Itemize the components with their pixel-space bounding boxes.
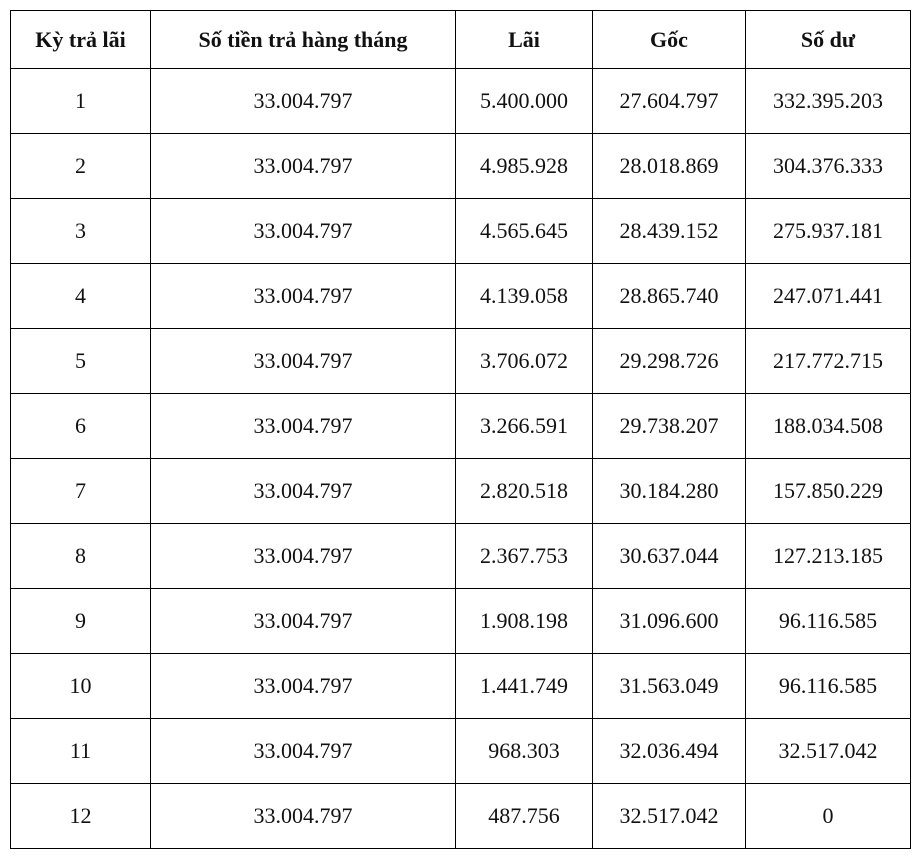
table-cell: 33.004.797 <box>150 458 456 524</box>
table-cell: 3.266.591 <box>455 393 593 459</box>
table-cell: 33.004.797 <box>150 718 456 784</box>
table-cell: 33.004.797 <box>150 328 456 394</box>
table-cell: 6 <box>10 393 151 459</box>
table-cell: 33.004.797 <box>150 68 456 134</box>
table-cell: 32.517.042 <box>745 718 911 784</box>
table-cell: 33.004.797 <box>150 263 456 329</box>
table-cell: 96.116.585 <box>745 588 911 654</box>
table-cell: 247.071.441 <box>745 263 911 329</box>
table-cell: 33.004.797 <box>150 588 456 654</box>
table-cell: 217.772.715 <box>745 328 911 394</box>
table-row: 3 33.004.797 4.565.645 28.439.152 275.937.18… <box>10 198 911 264</box>
table-cell: 1.908.198 <box>455 588 593 654</box>
table-row: 2 33.004.797 4.985.928 28.018.869 304.376.33… <box>10 133 911 199</box>
header-cell: Số tiền trả hàng tháng <box>150 10 456 69</box>
table-cell: 5 <box>10 328 151 394</box>
table-cell: 3 <box>10 198 151 264</box>
table-row: 10 33.004.797 1.441.749 31.563.049 96.116.58… <box>10 653 911 719</box>
table-cell: 487.756 <box>455 783 593 849</box>
table-cell: 28.018.869 <box>592 133 746 199</box>
table-cell: 0 <box>745 783 911 849</box>
table-cell: 33.004.797 <box>150 198 456 264</box>
table-row: 8 33.004.797 2.367.753 30.637.044 127.213.18… <box>10 523 911 589</box>
table-cell: 33.004.797 <box>150 133 456 199</box>
table-cell: 127.213.185 <box>745 523 911 589</box>
table-row: 4 33.004.797 4.139.058 28.865.740 247.071.44… <box>10 263 911 329</box>
table-cell: 29.738.207 <box>592 393 746 459</box>
table-row: 11 33.004.797 968.303 32.036.494 32.517.042 <box>10 718 911 784</box>
table-row: 7 33.004.797 2.820.518 30.184.280 157.850.22… <box>10 458 911 524</box>
table-row: 12 33.004.797 487.756 32.517.042 0 <box>10 783 911 849</box>
table-cell: 968.303 <box>455 718 593 784</box>
table-cell: 1.441.749 <box>455 653 593 719</box>
table-cell: 33.004.797 <box>150 783 456 849</box>
table-cell: 32.517.042 <box>592 783 746 849</box>
table-cell: 304.376.333 <box>745 133 911 199</box>
header-cell: Kỳ trả lãi <box>10 10 151 69</box>
table-cell: 9 <box>10 588 151 654</box>
table-cell: 188.034.508 <box>745 393 911 459</box>
header-row: Kỳ trả lãi Số tiền trả hàng tháng Lãi Gốc Số… <box>10 10 911 69</box>
table-cell: 33.004.797 <box>150 653 456 719</box>
table-cell: 4.139.058 <box>455 263 593 329</box>
table-cell: 10 <box>10 653 151 719</box>
table-row: 9 33.004.797 1.908.198 31.096.600 96.116.585 <box>10 588 911 654</box>
table-cell: 2 <box>10 133 151 199</box>
table-cell: 28.439.152 <box>592 198 746 264</box>
table-cell: 32.036.494 <box>592 718 746 784</box>
table-cell: 28.865.740 <box>592 263 746 329</box>
header-cell: Lãi <box>455 10 593 69</box>
table-cell: 275.937.181 <box>745 198 911 264</box>
table-cell: 8 <box>10 523 151 589</box>
table-cell: 2.367.753 <box>455 523 593 589</box>
header-cell: Số dư <box>745 10 911 69</box>
table-cell: 33.004.797 <box>150 523 456 589</box>
table-cell: 12 <box>10 783 151 849</box>
loan-table: Kỳ trả lãi Số tiền trả hàng tháng Lãi Gốc Số… <box>10 10 911 849</box>
table-cell: 332.395.203 <box>745 68 911 134</box>
table-cell: 11 <box>10 718 151 784</box>
table-cell: 31.096.600 <box>592 588 746 654</box>
table-cell: 3.706.072 <box>455 328 593 394</box>
table-cell: 30.184.280 <box>592 458 746 524</box>
header-cell: Gốc <box>592 10 746 69</box>
table-cell: 7 <box>10 458 151 524</box>
table-row: 5 33.004.797 3.706.072 29.298.726 217.772.71… <box>10 328 911 394</box>
table-cell: 29.298.726 <box>592 328 746 394</box>
table-cell: 96.116.585 <box>745 653 911 719</box>
table-cell: 31.563.049 <box>592 653 746 719</box>
table-cell: 4.565.645 <box>455 198 593 264</box>
table-cell: 5.400.000 <box>455 68 593 134</box>
table-cell: 157.850.229 <box>745 458 911 524</box>
table-row: 1 33.004.797 5.400.000 27.604.797 332.395.20… <box>10 68 911 134</box>
table-row: 6 33.004.797 3.266.591 29.738.207 188.034.50… <box>10 393 911 459</box>
table-body: 1 33.004.797 5.400.000 27.604.797 332.395.20… <box>10 68 911 849</box>
table-cell: 30.637.044 <box>592 523 746 589</box>
table-cell: 1 <box>10 68 151 134</box>
table-cell: 2.820.518 <box>455 458 593 524</box>
table-cell: 27.604.797 <box>592 68 746 134</box>
table-cell: 33.004.797 <box>150 393 456 459</box>
table-cell: 4.985.928 <box>455 133 593 199</box>
table-cell: 4 <box>10 263 151 329</box>
